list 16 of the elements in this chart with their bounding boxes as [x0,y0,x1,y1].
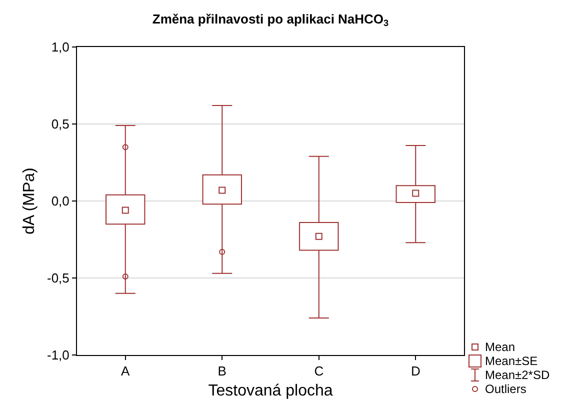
y-tick-label: 0,0 [51,194,70,209]
y-tick-label: 1,0 [51,40,70,55]
x-tick-label: C [314,364,324,379]
text: Mean±2*SD [485,368,550,382]
y-axis-title: dA (MPa) [20,168,38,234]
x-tick-label: B [218,364,226,379]
x-tick-label: D [410,364,420,379]
x-tick-label: A [121,364,130,379]
text: Outliers [485,382,526,396]
x-axis-title: Testovaná plocha [208,382,333,400]
y-tick-label: -1,0 [46,348,70,363]
y-tick-label: -0,5 [46,270,70,286]
chart-title: Změna přilnavosti po aplikaci NaHCO$_{3}$ [152,11,389,28]
text: Mean±SE [485,354,538,368]
y-tick-label: 0,5 [51,116,70,132]
text: Mean [485,340,516,354]
